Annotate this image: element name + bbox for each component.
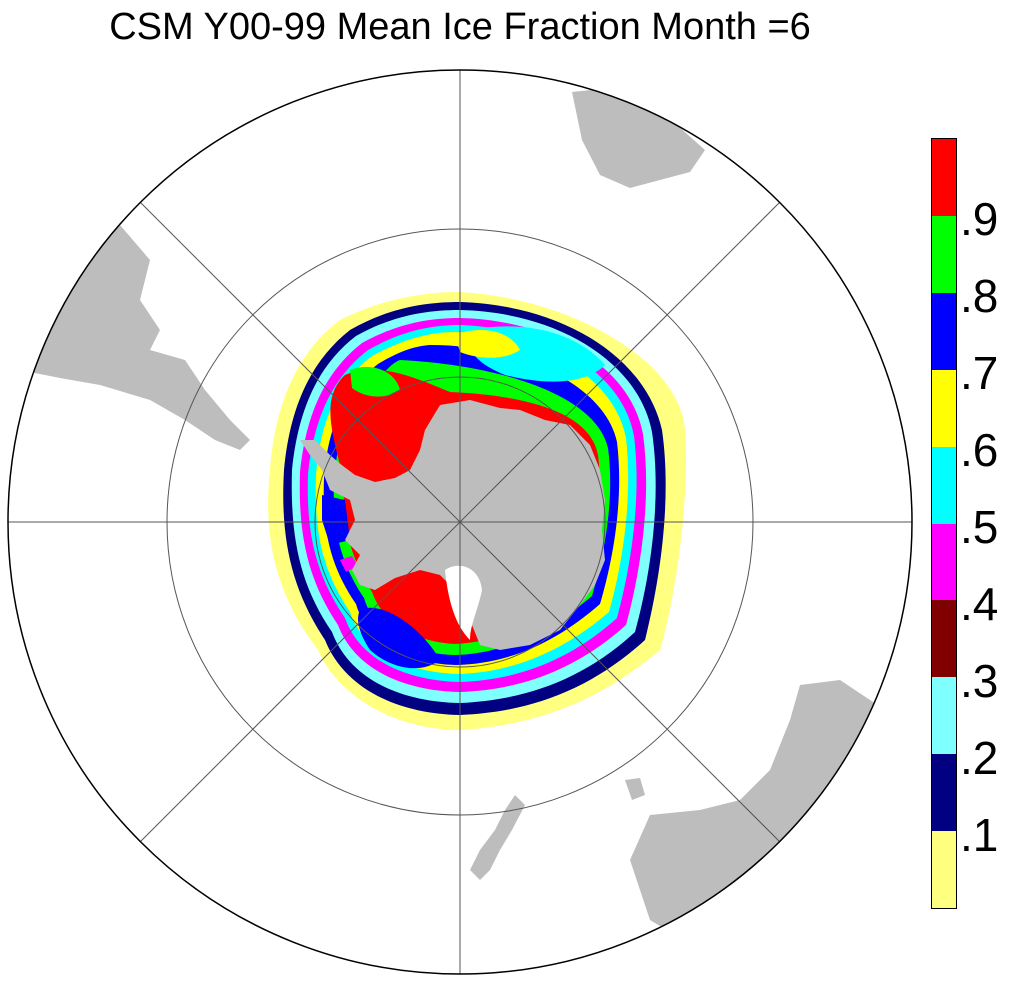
map-content — [20, 88, 912, 950]
colorbar-swatch-1 — [932, 754, 956, 832]
colorbar-label-5: .4 — [960, 578, 999, 630]
graticule — [7, 69, 913, 975]
colorbar-swatch-4 — [932, 523, 956, 601]
ice-patch-blue-w — [322, 495, 350, 545]
colorbar-swatch-8 — [932, 215, 956, 293]
plot-title: CSM Y00-99 Mean Ice Fraction Month =6 — [109, 6, 811, 48]
colorbar-swatch-9 — [932, 139, 956, 216]
ice-patch-green-nw — [350, 366, 400, 397]
colorbar-label-4: .5 — [960, 501, 999, 553]
tasmania-land — [625, 778, 645, 800]
colorbar-swatch-0 — [932, 831, 956, 909]
colorbar-swatch-3 — [932, 600, 956, 678]
ice-patch-blue-sw — [358, 607, 440, 669]
colorbar-swatch-2 — [932, 677, 956, 755]
map-boundary — [7, 69, 913, 975]
antarctic-peninsula-land — [300, 440, 345, 476]
colorbar-label-8: .1 — [960, 809, 999, 861]
colorbar-label-6: .3 — [960, 655, 999, 707]
colorbar-label-7: .2 — [960, 732, 999, 784]
colorbar-label-1: .8 — [960, 270, 999, 322]
africa-land — [572, 88, 705, 188]
south-america-land — [20, 225, 250, 450]
ice-patch-yellow-ne — [455, 330, 520, 358]
ross-ice-gap — [445, 565, 482, 640]
colorbar-swatch-5 — [932, 446, 956, 524]
colorbar — [931, 138, 957, 909]
colorbar-label-3: .6 — [960, 424, 999, 476]
new-zealand-land — [470, 795, 525, 880]
colorbar-label-2: .7 — [960, 347, 999, 399]
colorbar-label-0: .9 — [960, 193, 999, 245]
colorbar-swatch-6 — [932, 369, 956, 447]
australia-land — [630, 680, 912, 950]
colorbar-swatch-7 — [932, 292, 956, 370]
meridian-135 — [139, 201, 781, 843]
